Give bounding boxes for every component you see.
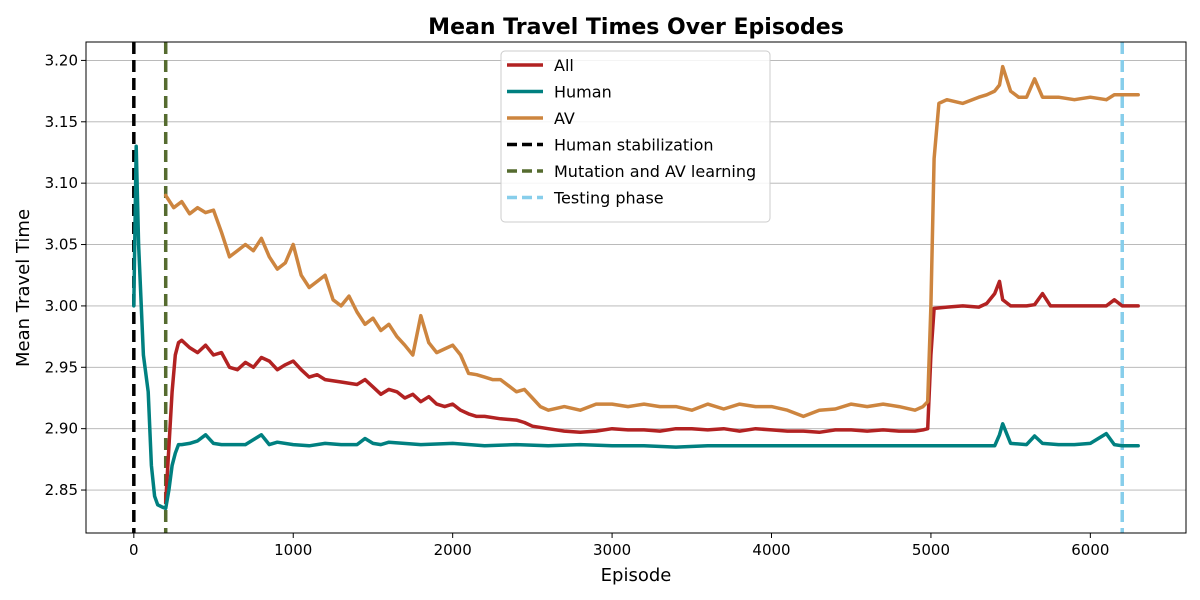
y-axis-ticks: 2.85 2.90 2.95 3.00 3.05 3.10 3.15 3.20: [45, 51, 86, 499]
y-tick-label: 3.20: [45, 51, 78, 69]
legend-label: Human stabilization: [554, 136, 714, 155]
series-line-all: [163, 279, 1140, 505]
y-tick-label: 3.00: [45, 297, 78, 315]
y-tick-label: 2.95: [45, 358, 78, 376]
legend-label: All: [554, 56, 574, 75]
x-tick-label: 6000: [1071, 541, 1109, 559]
series-lines: [132, 64, 1140, 511]
x-tick-label: 5000: [912, 541, 950, 559]
x-axis-label: Episode: [601, 565, 672, 586]
x-tick-label: 3000: [593, 541, 631, 559]
legend: All Human AV Human stabilization Mutation an…: [500, 50, 771, 223]
y-tick-label: 3.15: [45, 113, 78, 131]
y-tick-label: 3.05: [45, 236, 78, 254]
legend-label: Human: [554, 83, 612, 102]
y-axis-label: Mean Travel Time: [13, 209, 34, 367]
plot-frame: [85, 41, 1187, 534]
y-tick-label: 3.10: [45, 174, 78, 192]
legend-label: AV: [554, 109, 575, 128]
series-line-human: [132, 144, 1140, 511]
x-tick-label: 4000: [752, 541, 790, 559]
legend-label: Mutation and AV learning: [554, 162, 756, 181]
series-line-av: [163, 64, 1140, 419]
chart-title: Mean Travel Times Over Episodes: [428, 15, 844, 40]
x-tick-label: 2000: [434, 541, 472, 559]
y-tick-label: 2.90: [45, 420, 78, 438]
x-tick-label: 1000: [274, 541, 312, 559]
legend-label: Testing phase: [553, 189, 664, 208]
legend-box: [500, 50, 771, 223]
x-axis-ticks: 0 1000 2000 3000 4000 5000 6000: [129, 533, 1109, 559]
y-tick-label: 2.85: [45, 481, 78, 499]
x-tick-label: 0: [129, 541, 139, 559]
